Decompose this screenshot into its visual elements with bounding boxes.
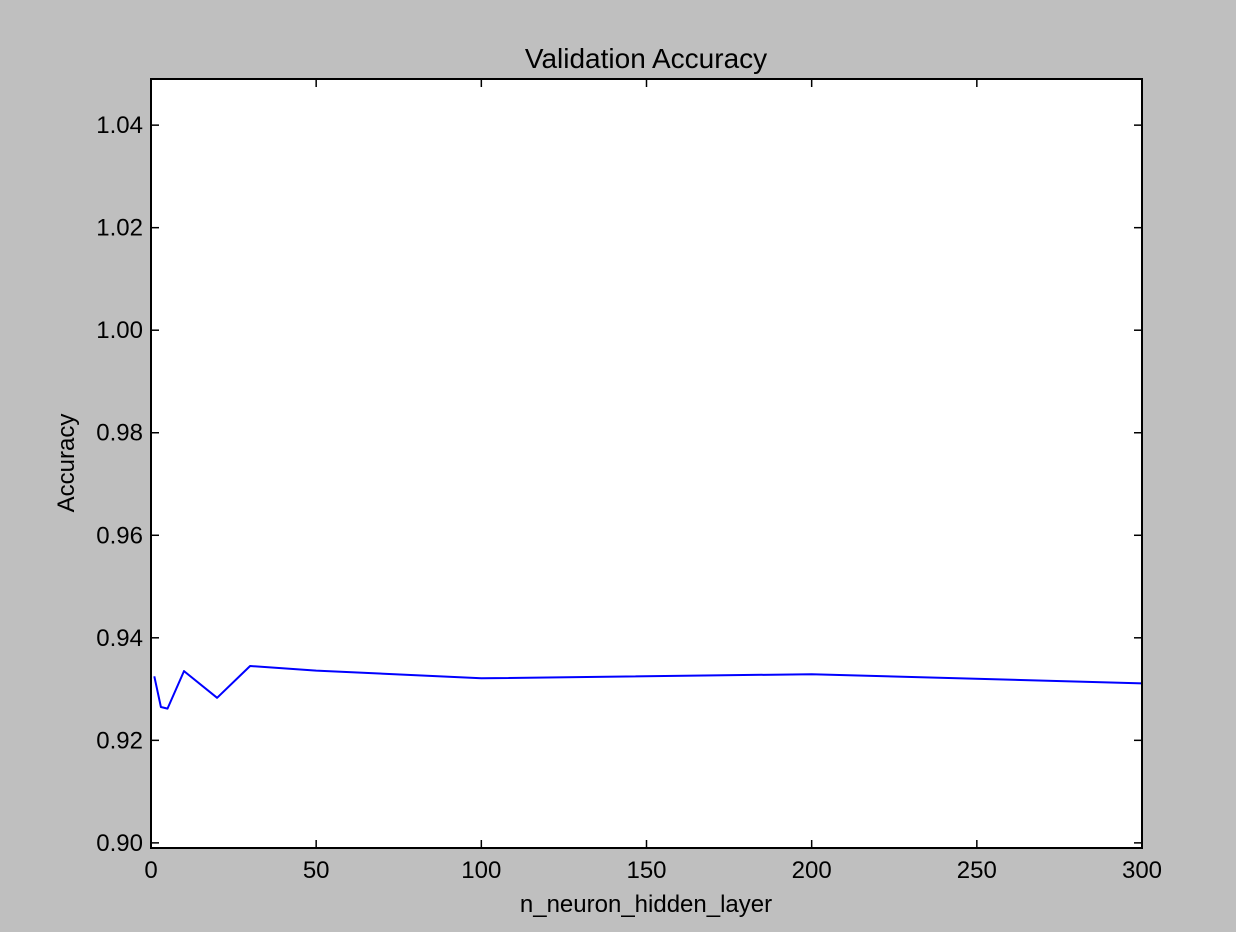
chart-title: Validation Accuracy [525, 43, 767, 74]
y-tick-label: 1.04 [96, 112, 143, 139]
x-tick-label: 100 [461, 857, 501, 884]
y-tick-label: 1.00 [96, 317, 143, 344]
x-axis-label: n_neuron_hidden_layer [520, 891, 772, 918]
series-layer [153, 665, 1143, 710]
y-tick-label: 0.96 [96, 522, 143, 549]
x-tick-label: 150 [626, 857, 666, 884]
plot-area [151, 79, 1142, 848]
y-tick-label: 0.98 [96, 420, 143, 447]
x-tick-label: 300 [1122, 857, 1162, 884]
y-axis-label: Accuracy [53, 414, 80, 513]
x-tick-label: 50 [303, 857, 330, 884]
x-tick-label: 250 [957, 857, 997, 884]
x-tick-label: 200 [792, 857, 832, 884]
y-tick-label: 0.90 [96, 830, 143, 857]
x-tick-label: 0 [144, 857, 157, 884]
series-line [153, 665, 1143, 710]
ticks: 0 50 100 150 200 250 300 0.90 0.92 0.94 0.96 0.98 1.… [96, 79, 1162, 884]
plot-frame [150, 78, 1143, 849]
y-tick-label: 0.94 [96, 625, 143, 652]
y-tick-label: 0.92 [96, 727, 143, 754]
y-tick-label: 1.02 [96, 215, 143, 242]
